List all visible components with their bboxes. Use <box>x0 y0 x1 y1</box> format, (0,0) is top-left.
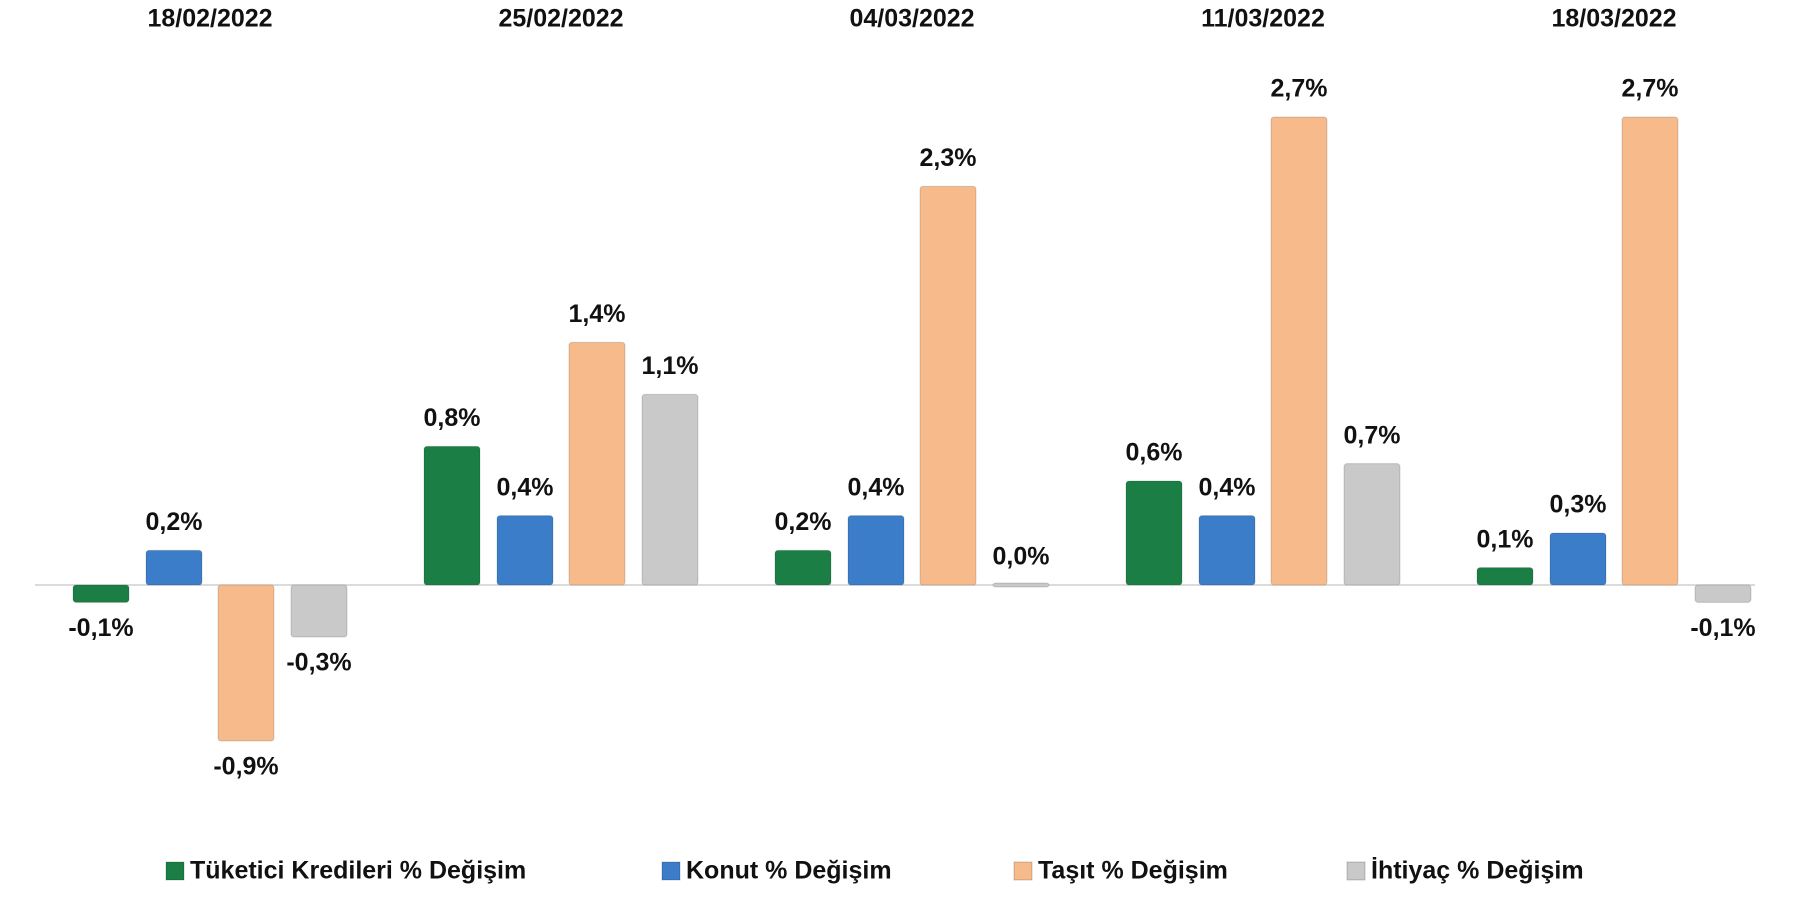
value-label: 0,1% <box>1477 525 1534 553</box>
bar <box>992 582 1050 588</box>
legend-label: Konut % Değişim <box>686 857 892 885</box>
bar <box>641 393 699 586</box>
legend-label: Taşıt % Değişim <box>1038 857 1228 885</box>
legend-swatch <box>661 861 681 881</box>
bar <box>1694 584 1752 603</box>
bar <box>1270 116 1328 586</box>
bar <box>1621 116 1679 586</box>
value-label: -0,9% <box>213 753 278 781</box>
value-label: 0,0% <box>993 543 1050 571</box>
bar <box>847 515 905 586</box>
bar <box>1125 480 1183 586</box>
legend-swatch <box>1346 861 1366 881</box>
value-label: 0,7% <box>1344 421 1401 449</box>
bar <box>774 549 832 586</box>
category-label: 18/03/2022 <box>1551 5 1676 33</box>
bar <box>1198 515 1256 586</box>
value-label: 0,4% <box>1199 473 1256 501</box>
legend-swatch <box>165 861 185 881</box>
bar <box>217 584 275 742</box>
value-label: 0,4% <box>497 473 554 501</box>
value-label: 2,7% <box>1622 75 1679 103</box>
legend-label: İhtiyaç % Değişim <box>1371 857 1584 885</box>
bar <box>1549 532 1607 586</box>
value-label: 2,7% <box>1271 75 1328 103</box>
bar <box>919 185 977 586</box>
bar <box>1476 567 1534 586</box>
value-label: 0,2% <box>775 508 832 536</box>
value-label: -0,1% <box>1690 614 1755 642</box>
bar <box>145 549 203 586</box>
category-label: 11/03/2022 <box>1201 5 1325 33</box>
legend-swatch <box>1013 861 1033 881</box>
bar <box>496 515 554 586</box>
bar <box>423 445 481 586</box>
value-label: 2,3% <box>920 144 977 172</box>
value-label: 0,4% <box>848 473 905 501</box>
category-label: 25/02/2022 <box>498 5 623 33</box>
value-label: 0,2% <box>146 508 203 536</box>
value-label: 0,3% <box>1550 491 1607 519</box>
bar <box>72 584 130 603</box>
value-label: -0,1% <box>68 614 133 642</box>
legend-label: Tüketici Kredileri % Değişim <box>190 857 526 885</box>
bar <box>1343 463 1401 586</box>
value-label: 1,1% <box>642 352 699 380</box>
bar <box>568 341 626 586</box>
category-label: 18/02/2022 <box>147 5 272 33</box>
value-label: 1,4% <box>569 300 626 328</box>
category-label: 04/03/2022 <box>849 5 974 33</box>
value-label: -0,3% <box>286 649 351 677</box>
value-label: 0,6% <box>1126 439 1183 467</box>
value-label: 0,8% <box>424 404 481 432</box>
bar <box>290 584 348 638</box>
